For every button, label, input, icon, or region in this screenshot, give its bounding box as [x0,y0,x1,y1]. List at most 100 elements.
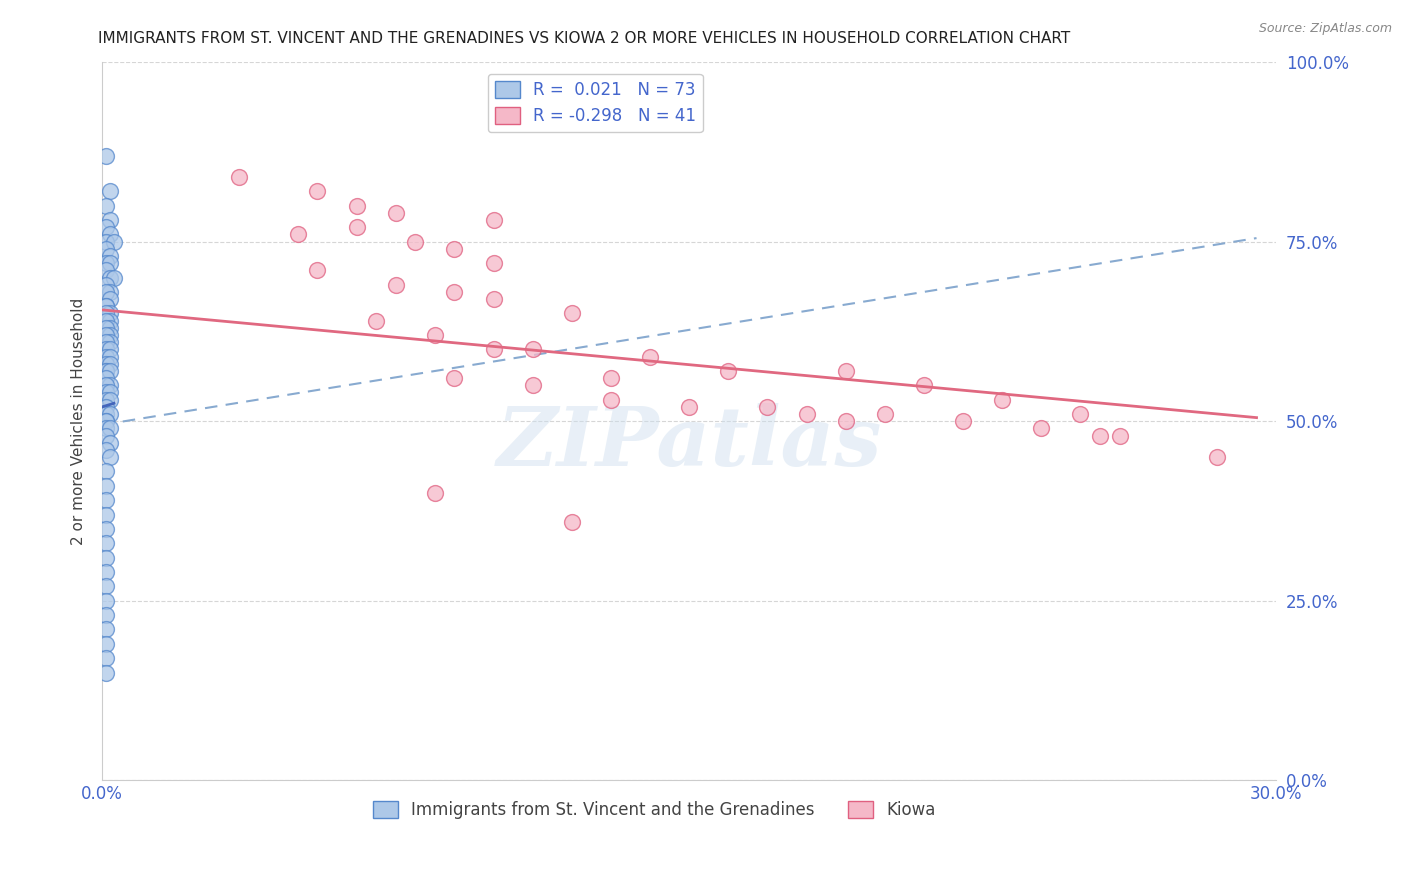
Point [98,285,121,299]
Point [98,227,121,242]
Point [94,378,117,392]
Point [561,515,583,529]
Point [98,256,121,270]
Point [228,169,250,184]
Point [103,235,125,249]
Point [384,277,406,292]
Point [94,385,117,400]
Point [94,392,117,407]
Point [599,371,621,385]
Point [94,651,117,665]
Point [366,314,388,328]
Point [98,292,121,306]
Point [94,306,117,320]
Point [98,407,121,421]
Point [1206,450,1229,464]
Point [94,148,117,162]
Point [423,486,446,500]
Point [756,400,779,414]
Point [94,400,117,414]
Point [94,421,117,435]
Point [1088,428,1111,442]
Point [1031,421,1053,435]
Point [443,285,465,299]
Point [94,343,117,357]
Point [98,270,121,285]
Point [94,314,117,328]
Point [834,364,856,378]
Legend: Immigrants from St. Vincent and the Grenadines, Kiowa: Immigrants from St. Vincent and the Gren… [366,795,942,826]
Point [98,357,121,371]
Point [98,378,121,392]
Point [94,263,117,277]
Point [94,256,117,270]
Point [98,328,121,343]
Point [384,206,406,220]
Point [307,263,329,277]
Point [98,343,121,357]
Point [522,343,544,357]
Point [98,435,121,450]
Point [346,220,368,235]
Point [678,400,700,414]
Point [94,608,117,623]
Point [94,493,117,508]
Point [94,536,117,550]
Point [98,364,121,378]
Point [94,428,117,442]
Point [834,414,856,428]
Point [94,335,117,350]
Point [98,213,121,227]
Point [94,479,117,493]
Point [482,292,505,306]
Point [443,242,465,256]
Point [94,321,117,335]
Y-axis label: 2 or more Vehicles in Household: 2 or more Vehicles in Household [72,298,86,545]
Point [94,199,117,213]
Point [482,343,505,357]
Point [796,407,818,421]
Point [94,550,117,565]
Point [98,306,121,320]
Text: IMMIGRANTS FROM ST. VINCENT AND THE GRENADINES VS KIOWA 2 OR MORE VEHICLES IN HO: IMMIGRANTS FROM ST. VINCENT AND THE GREN… [98,31,1071,46]
Point [94,637,117,651]
Point [717,364,740,378]
Point [94,277,117,292]
Point [94,364,117,378]
Point [952,414,974,428]
Point [94,285,117,299]
Point [561,306,583,320]
Point [94,220,117,235]
Point [98,249,121,263]
Point [912,378,935,392]
Point [94,407,117,421]
Point [1069,407,1091,421]
Point [482,213,505,227]
Point [482,256,505,270]
Text: ZIPatlas: ZIPatlas [496,403,882,483]
Point [94,364,117,378]
Point [423,328,446,343]
Point [94,522,117,536]
Point [522,378,544,392]
Point [94,371,117,385]
Point [98,392,121,407]
Point [404,235,426,249]
Point [94,623,117,637]
Point [98,450,121,464]
Point [307,185,329,199]
Point [103,270,125,285]
Point [599,392,621,407]
Point [94,508,117,522]
Point [1108,428,1130,442]
Point [94,465,117,479]
Point [346,199,368,213]
Point [94,328,117,343]
Point [873,407,896,421]
Point [94,242,117,256]
Point [98,385,121,400]
Point [94,414,117,428]
Point [94,350,117,364]
Text: Source: ZipAtlas.com: Source: ZipAtlas.com [1258,22,1392,36]
Point [638,350,661,364]
